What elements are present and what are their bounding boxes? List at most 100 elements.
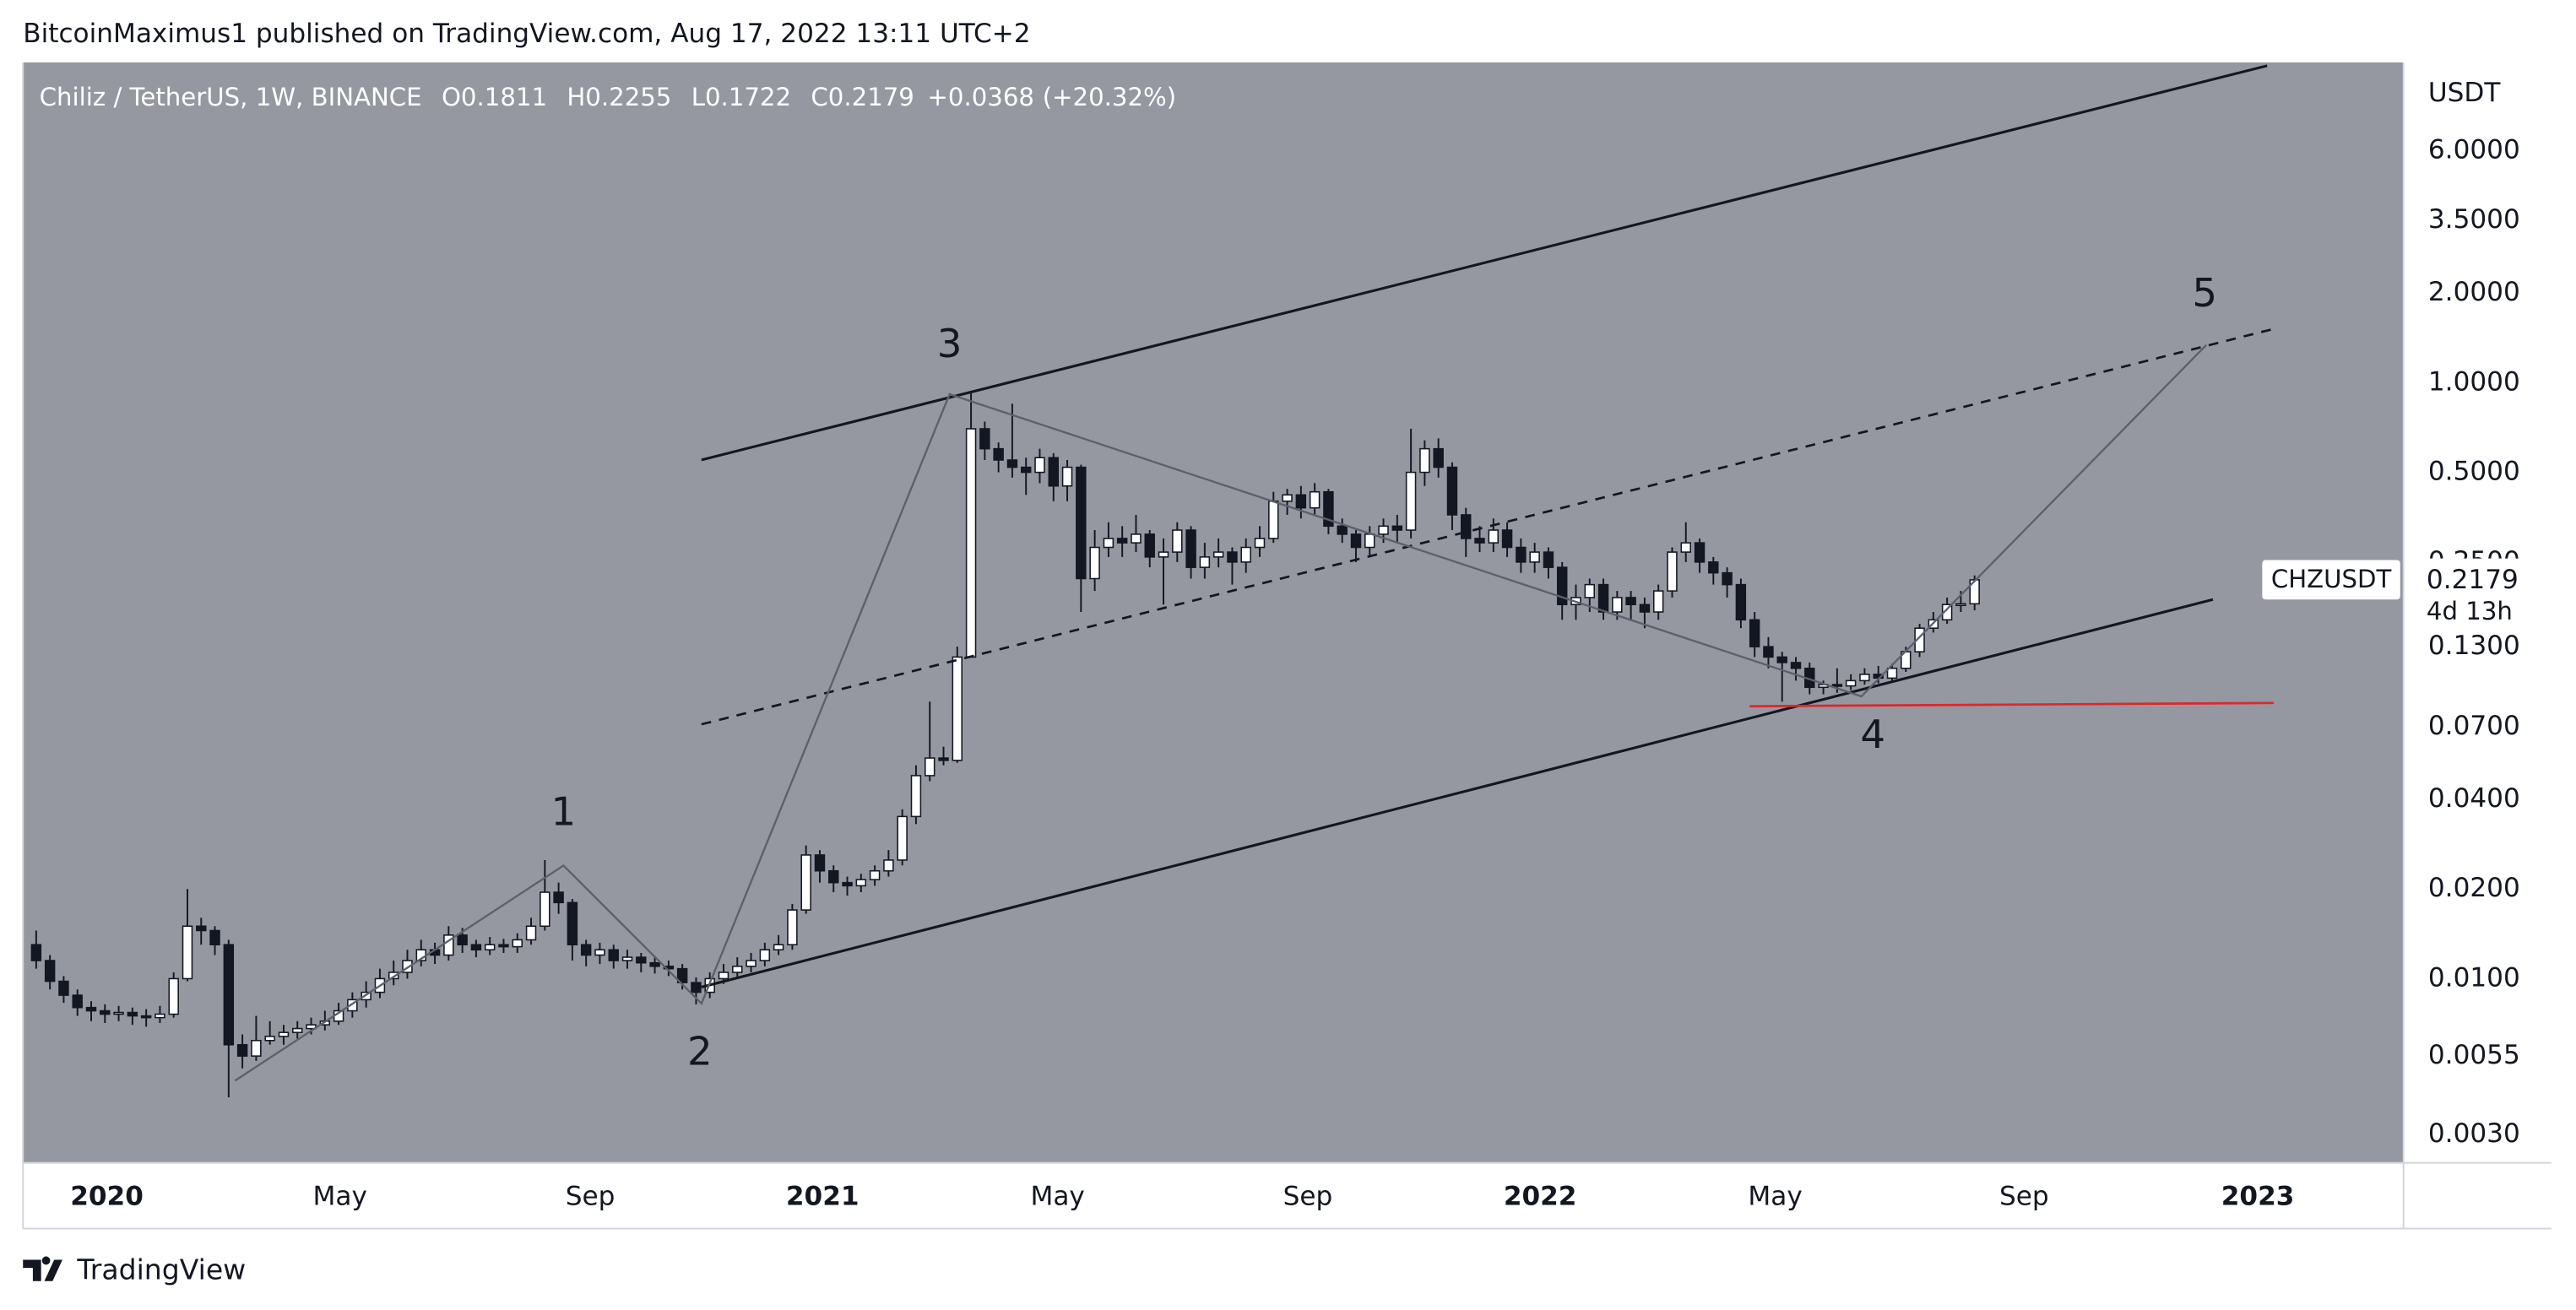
candle-body bbox=[1240, 546, 1251, 563]
candle-body bbox=[1652, 590, 1664, 613]
candle-body bbox=[621, 956, 633, 961]
legend-h: H bbox=[567, 83, 585, 111]
x-tick-label: May bbox=[1030, 1182, 1084, 1212]
candle-body bbox=[85, 1006, 97, 1012]
x-tick-label: 2021 bbox=[786, 1182, 860, 1212]
candle-body bbox=[952, 656, 963, 761]
candle-body bbox=[540, 891, 550, 928]
candle-body bbox=[1254, 538, 1266, 549]
legend-h-value: 0.2255 bbox=[585, 83, 671, 111]
candle-body bbox=[1941, 604, 1953, 621]
x-tick-label: 2023 bbox=[2221, 1182, 2295, 1212]
candle-body bbox=[140, 1015, 152, 1019]
candle-body bbox=[168, 977, 179, 1015]
candle-body bbox=[1034, 457, 1045, 474]
candle-body bbox=[1680, 542, 1691, 553]
candle-body bbox=[1295, 494, 1307, 509]
candle-body bbox=[236, 1043, 248, 1057]
candle-body bbox=[223, 944, 235, 1046]
last-price: 0.2179 bbox=[2427, 565, 2519, 595]
legend-o-value: 0.1811 bbox=[461, 83, 547, 111]
candle-body bbox=[759, 949, 771, 961]
candle-body bbox=[127, 1011, 138, 1017]
candle-body bbox=[1584, 583, 1596, 598]
x-tick-label: May bbox=[1748, 1182, 1802, 1212]
y-tick-label: 0.0030 bbox=[2428, 1118, 2520, 1149]
candle-body bbox=[525, 925, 537, 941]
candle-body bbox=[347, 999, 358, 1012]
candle-body bbox=[567, 901, 578, 945]
candle-body bbox=[1474, 538, 1485, 544]
y-tick-label: 0.0100 bbox=[2428, 962, 2520, 993]
x-tick-labels: 2020 May Sep 2021 May Sep 2022 May Sep 2023 bbox=[70, 1182, 2294, 1212]
candle-body bbox=[30, 944, 42, 961]
candle-body bbox=[965, 428, 977, 658]
wave-label: 2 bbox=[687, 1030, 713, 1075]
candle-body bbox=[993, 447, 1004, 461]
candle-body bbox=[608, 949, 619, 961]
candle-body bbox=[1364, 533, 1375, 549]
y-tick-label: 0.5000 bbox=[2428, 457, 2520, 487]
candle-body bbox=[457, 934, 468, 945]
drawings bbox=[234, 64, 2276, 1082]
candle-body bbox=[1020, 466, 1032, 474]
candle-body bbox=[1446, 466, 1458, 516]
y-tick-label: 3.5000 bbox=[2428, 204, 2520, 235]
candle-body bbox=[1529, 551, 1540, 563]
candle-body bbox=[800, 854, 811, 911]
wave-label: 1 bbox=[551, 790, 577, 836]
x-tick-label: May bbox=[313, 1182, 367, 1212]
candle-body bbox=[883, 859, 894, 872]
candle-body bbox=[869, 869, 881, 880]
y-tick-label: 2.0000 bbox=[2428, 277, 2520, 307]
candle-body bbox=[44, 960, 56, 982]
candle-body bbox=[1735, 583, 1747, 621]
candle-body bbox=[1212, 551, 1224, 558]
candle-body bbox=[470, 944, 482, 951]
logo-icon bbox=[23, 1256, 62, 1281]
candle-body bbox=[924, 757, 935, 777]
candle-body bbox=[1433, 447, 1444, 468]
candle-body bbox=[594, 949, 605, 956]
legend-change: +0.0368 bbox=[927, 83, 1034, 111]
candle-body bbox=[1597, 583, 1609, 613]
candle-body bbox=[855, 879, 867, 887]
candle-body bbox=[484, 944, 496, 951]
candle-body bbox=[1708, 561, 1719, 574]
candle-body bbox=[1061, 466, 1073, 487]
y-tick-label: 0.0200 bbox=[2428, 873, 2520, 903]
x-tick-label: Sep bbox=[1283, 1182, 1333, 1212]
candle-body bbox=[1831, 684, 1843, 687]
wave-label: 5 bbox=[2192, 271, 2217, 317]
candle-body bbox=[718, 972, 729, 980]
candle-body bbox=[897, 815, 908, 861]
wave-path bbox=[234, 344, 2208, 1082]
x-tick-label: 2022 bbox=[1504, 1182, 1577, 1212]
y-tick-label: 6.0000 bbox=[2428, 135, 2520, 165]
candle-body bbox=[1323, 490, 1334, 528]
candle-body bbox=[676, 967, 688, 983]
legend-l: L bbox=[691, 83, 706, 111]
candle-body bbox=[979, 428, 990, 450]
candle-body bbox=[553, 891, 564, 904]
candle-body bbox=[1131, 533, 1142, 544]
candle-body bbox=[1048, 457, 1059, 487]
candle-body bbox=[58, 980, 69, 996]
candle-body bbox=[1543, 551, 1554, 568]
symbol-label: CHZUSDT bbox=[2271, 565, 2392, 593]
candle-body bbox=[787, 909, 798, 945]
candle-body bbox=[1639, 604, 1651, 613]
candle-body bbox=[1886, 667, 1898, 679]
candle-body bbox=[1625, 597, 1636, 606]
candle-body bbox=[1461, 514, 1472, 539]
candle-body bbox=[649, 961, 660, 967]
candle-body bbox=[100, 1010, 111, 1015]
wave-label: 3 bbox=[937, 322, 963, 367]
y-tick-label: 1.0000 bbox=[2428, 366, 2520, 397]
candle-body bbox=[580, 944, 592, 956]
legend: Chiliz / TetherUS, 1W, BINANCE O0.1811 H0.… bbox=[40, 83, 1176, 111]
plot-area bbox=[23, 62, 2404, 1163]
candle-body bbox=[182, 925, 193, 980]
countdown: 4d 13h bbox=[2427, 597, 2513, 625]
candle-body bbox=[1612, 597, 1623, 613]
